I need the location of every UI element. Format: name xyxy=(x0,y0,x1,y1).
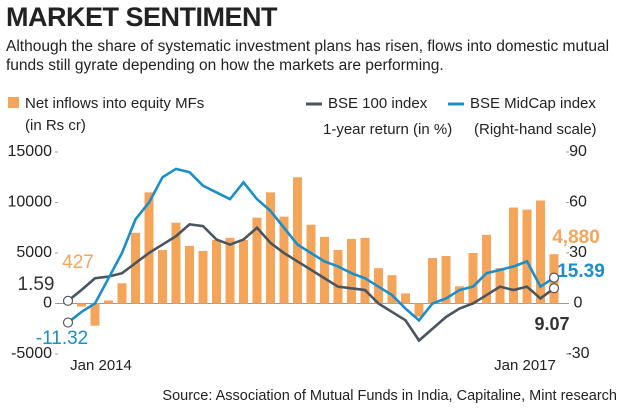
bar xyxy=(90,303,100,326)
line xyxy=(67,167,555,324)
bar xyxy=(536,200,545,304)
legend-swatch xyxy=(8,97,19,108)
bar xyxy=(320,236,329,304)
legend-label: BSE 100 index xyxy=(328,95,428,112)
bar xyxy=(428,258,437,304)
value-label: 15.39 xyxy=(557,261,605,282)
y2-tick-label: 90 xyxy=(569,143,587,160)
y-tick-label: -5000 xyxy=(11,345,52,362)
title: MARKET SENTIMENT xyxy=(6,2,278,32)
bar xyxy=(455,286,464,304)
y-tick-label: 10000 xyxy=(8,194,53,211)
bar xyxy=(522,209,532,304)
bar xyxy=(441,256,451,304)
axis-note: (Right-hand scale) xyxy=(474,121,597,138)
end-point xyxy=(548,272,560,283)
y2-tick-label: 30 xyxy=(569,244,587,261)
line xyxy=(67,223,555,343)
value-label: 4,880 xyxy=(552,227,600,248)
bar xyxy=(306,224,316,304)
bar xyxy=(104,300,113,304)
legend-note: (in Rs cr) xyxy=(25,117,86,134)
bar xyxy=(117,283,127,304)
bar xyxy=(293,177,302,304)
bar xyxy=(266,192,275,304)
bar xyxy=(77,303,86,307)
legend-label: BSE MidCap index xyxy=(470,95,596,112)
y-tick-label: 15000 xyxy=(8,143,53,160)
bar xyxy=(144,192,154,304)
bar xyxy=(387,275,397,304)
end-point xyxy=(548,283,560,294)
bar xyxy=(279,216,289,304)
bar xyxy=(239,239,248,304)
x-tick-label: Jan 2017 xyxy=(494,357,556,374)
bar xyxy=(198,250,208,304)
bar xyxy=(360,237,370,304)
bar xyxy=(185,245,194,304)
y-tick-label: 5000 xyxy=(16,244,52,261)
legend-label: Net inflows into equity MFs xyxy=(25,95,204,112)
x-tick-label: Jan 2014 xyxy=(70,357,132,374)
y2-tick-label: 0 xyxy=(574,295,583,312)
value-label: 427 xyxy=(62,252,94,273)
bar xyxy=(401,293,410,304)
bar xyxy=(414,303,424,317)
y-tick-label: 0 xyxy=(43,295,52,312)
y2-tick-label: -30 xyxy=(566,345,589,362)
y2-tick-label: 60 xyxy=(569,194,587,211)
bar xyxy=(131,232,140,304)
bar xyxy=(212,239,221,304)
bar xyxy=(158,249,167,304)
end-point xyxy=(62,295,74,306)
bar xyxy=(333,249,343,304)
bar xyxy=(468,253,478,304)
bar xyxy=(252,217,262,304)
axis-label: 1-year return (in %) xyxy=(323,121,452,138)
source: Source: Association of Mutual Funds in I… xyxy=(162,388,617,404)
end-point xyxy=(62,317,74,328)
value-label: 9.07 xyxy=(534,314,569,334)
bar xyxy=(171,222,181,304)
subtitle: Although the share of systematic investm… xyxy=(6,38,610,74)
bar xyxy=(509,207,518,304)
bar xyxy=(482,234,491,304)
value-label: 1.59 xyxy=(18,274,55,295)
value-label: -11.32 xyxy=(36,328,88,349)
bar xyxy=(347,238,356,304)
bar xyxy=(225,237,235,304)
